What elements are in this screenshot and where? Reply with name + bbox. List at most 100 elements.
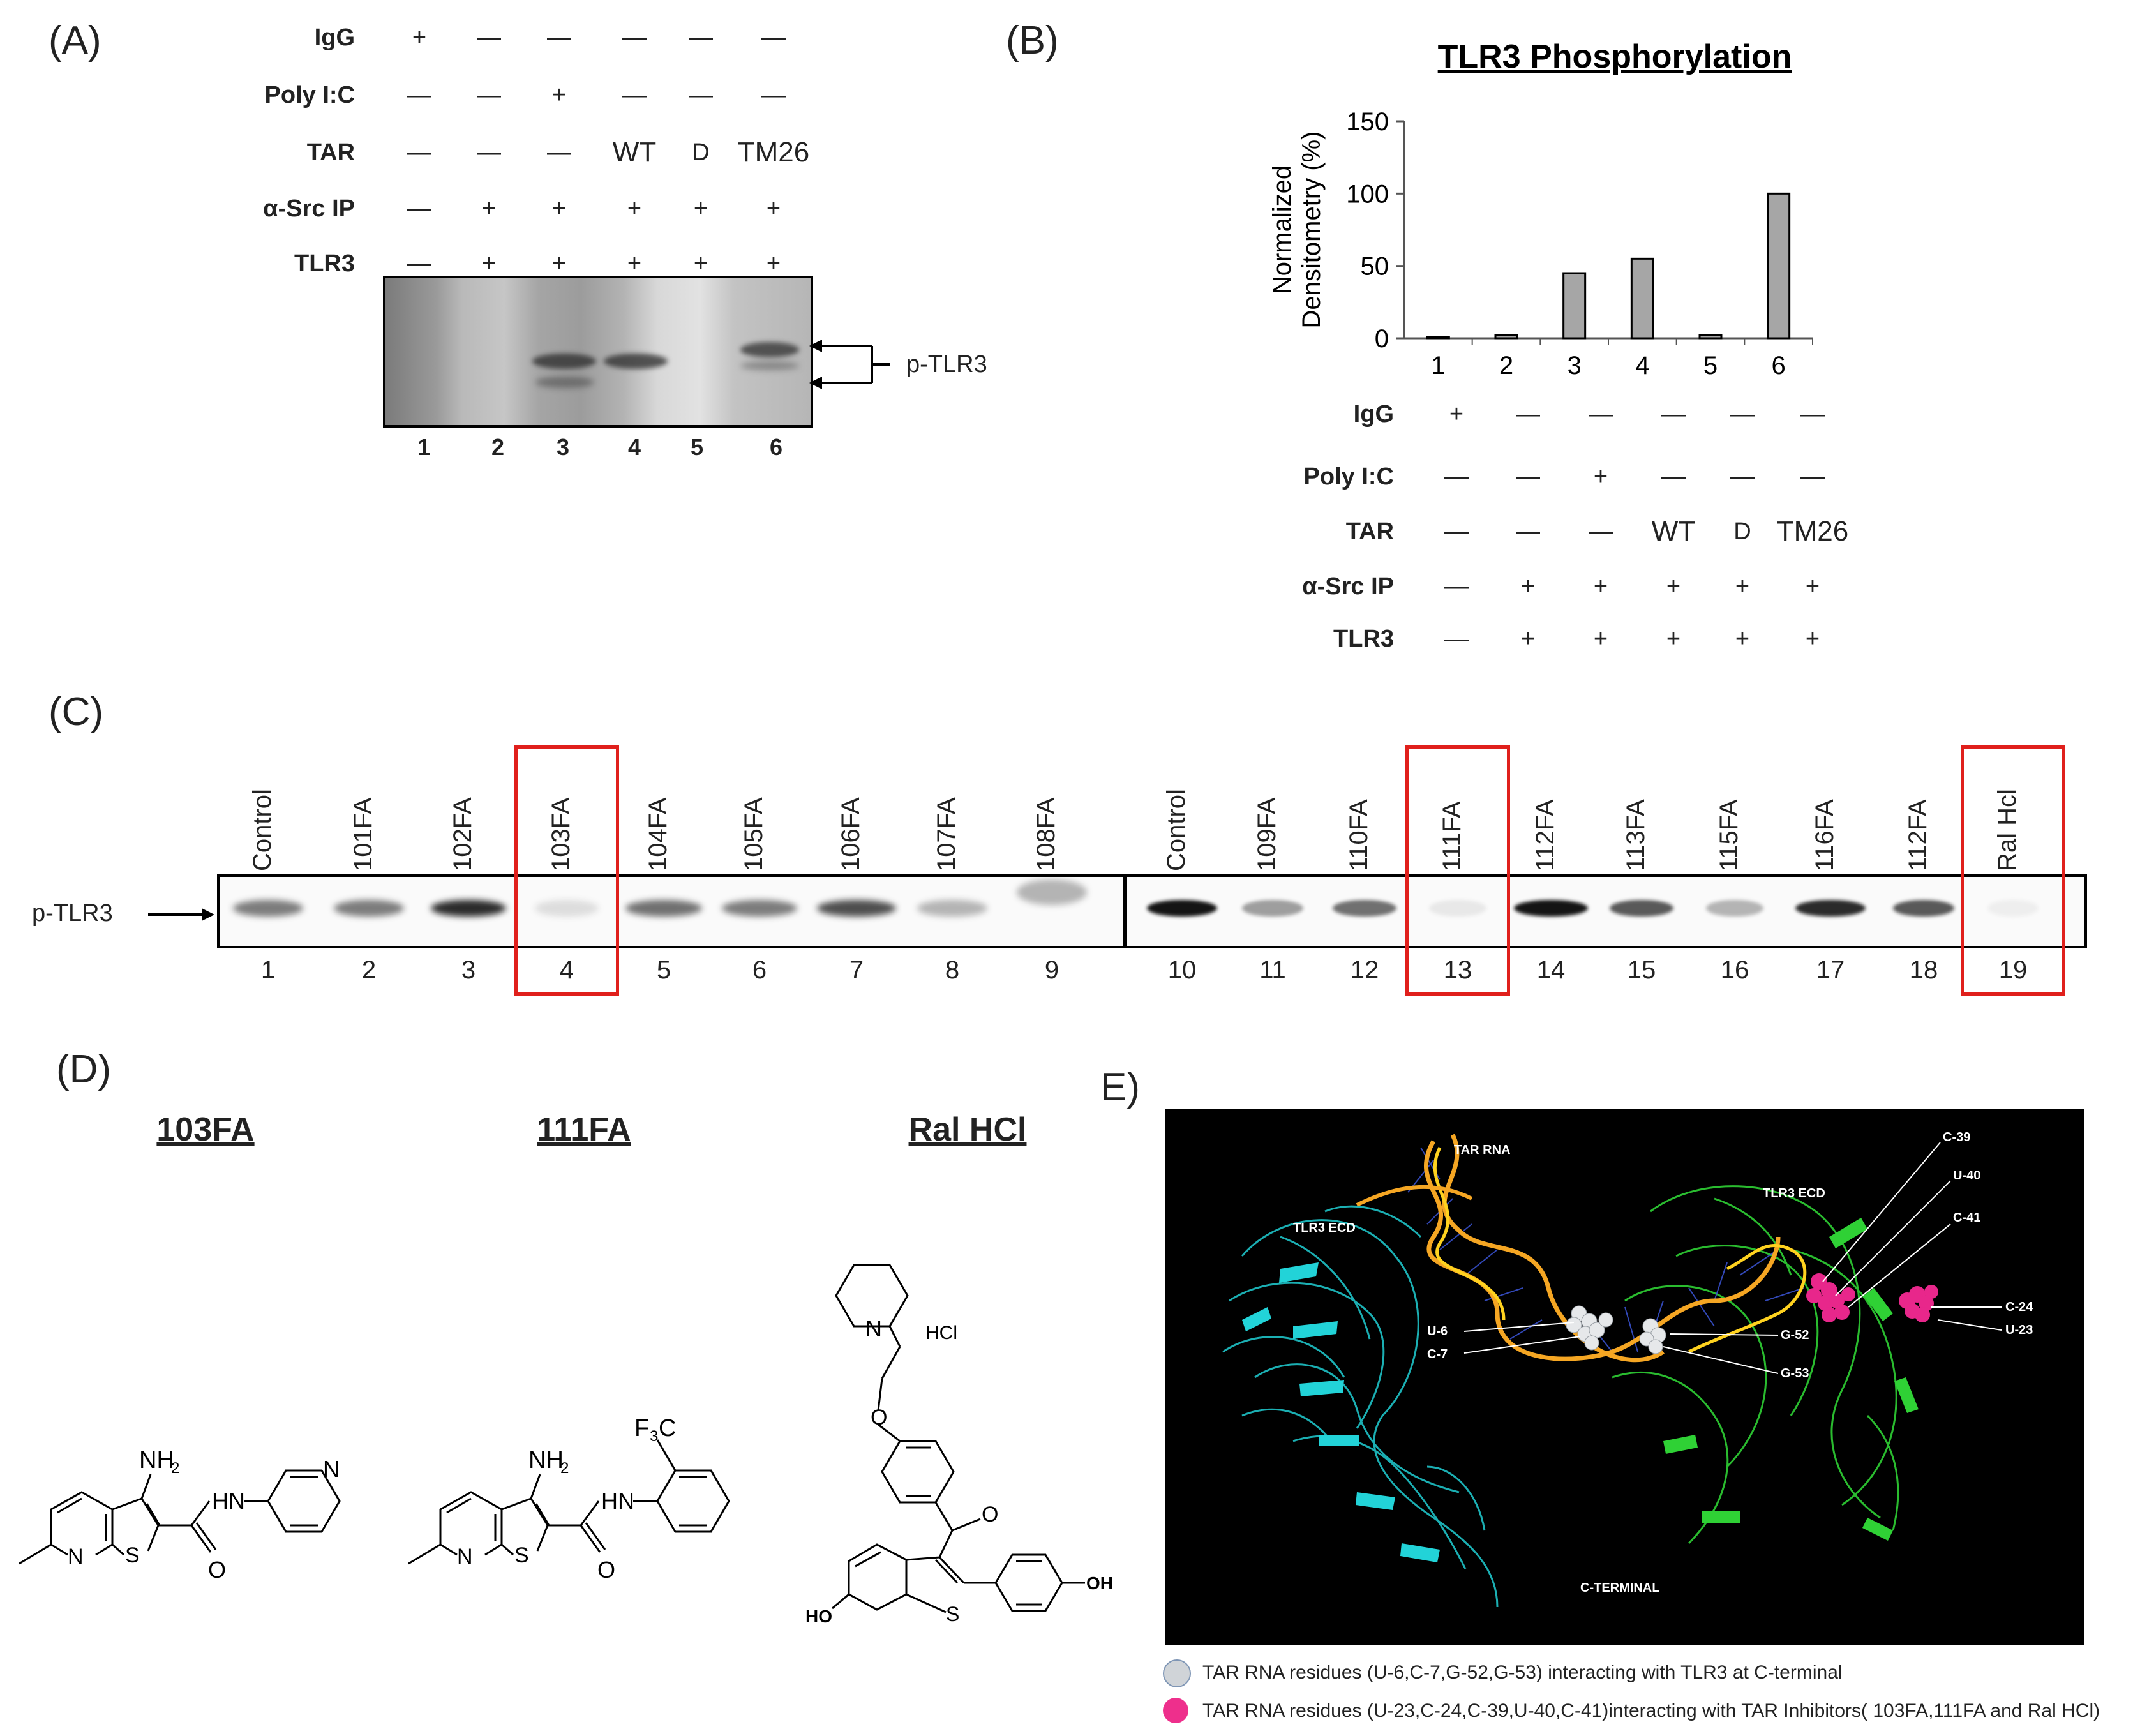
band-lane-11: [1242, 900, 1303, 917]
panel-b-cell: —: [1444, 625, 1469, 652]
y-tick-label: 50: [1361, 253, 1389, 281]
panel-c-lane-number: 7: [849, 956, 864, 984]
panel-b-cell: +: [1666, 625, 1681, 652]
panel-c-lane-number: 4: [559, 956, 574, 984]
panel-b-cell: —: [1516, 463, 1540, 490]
structure-111fa: N S NH 2 HN O F 3 C: [408, 1415, 730, 1583]
svg-text:TLR3 ECD: TLR3 ECD: [1293, 1221, 1356, 1235]
band-lane-6: [722, 900, 797, 917]
panel-c-lane-number: 9: [1044, 956, 1059, 984]
panel-b-cell: WT: [1651, 516, 1696, 547]
panel-a-cell: +: [766, 195, 781, 222]
panel-e-label: E): [1100, 1065, 1140, 1109]
x-tick-label: 5: [1703, 352, 1718, 380]
panel-a-lane-number: 4: [627, 434, 641, 460]
bar-5: [1698, 334, 1723, 340]
y-tick-label: 150: [1346, 108, 1389, 136]
sample-label: 115FA: [1715, 799, 1743, 871]
compound-title-103fa: 103FA: [156, 1111, 255, 1148]
panel-a-cell: —: [689, 24, 713, 51]
panel-b-cell: +: [1593, 573, 1608, 600]
panel-b-cell: +: [1666, 573, 1681, 600]
svg-text:TAR RNA: TAR RNA: [1454, 1143, 1511, 1157]
sample-label: 110FA: [1345, 799, 1373, 871]
band-lane-6-lower: [740, 361, 799, 370]
svg-text:U-23: U-23: [2005, 1323, 2033, 1337]
panel-a-cell: —: [477, 82, 501, 108]
panel-c-lane-number: 15: [1627, 956, 1656, 984]
svg-text:U-40: U-40: [1953, 1169, 1980, 1183]
panel-b-row-label: IgG: [1353, 401, 1394, 428]
legend-magenta-dot-icon: [1163, 1698, 1188, 1723]
panel-a-cell: —: [407, 250, 431, 277]
structure-ral-hcl: N HCl O O S HO OH: [805, 1264, 1113, 1626]
bar-3: [1562, 272, 1587, 340]
panel-b-cell: +: [1805, 573, 1820, 600]
p-tlr3-label-c: p-TLR3: [32, 900, 113, 927]
panel-a-row-label: Poly I:C: [264, 82, 355, 108]
svg-text:HN: HN: [601, 1488, 634, 1514]
svg-text:NH: NH: [139, 1447, 174, 1474]
band-lane-3: [532, 354, 596, 369]
panel-a-cell: +: [766, 250, 781, 277]
panel-b-cell: TM26: [1776, 516, 1849, 547]
x-tick-label: 2: [1499, 352, 1513, 380]
structure-103fa: N S NH 2 HN O N: [19, 1447, 341, 1583]
panel-b-row-label: Poly I:C: [1303, 463, 1394, 490]
panel-a-cell: +: [627, 195, 642, 222]
highlight-box-lane-4: [514, 745, 619, 996]
svg-text:F: F: [634, 1415, 649, 1442]
svg-text:3: 3: [650, 1428, 658, 1445]
legend-grey-dot-icon: [1163, 1659, 1191, 1687]
svg-text:NH: NH: [528, 1447, 564, 1474]
panel-b-row-label: TLR3: [1333, 625, 1394, 652]
panel-a-cell: +: [551, 195, 567, 222]
sample-label: 116FA: [1811, 799, 1839, 871]
panel-b-cell: —: [1661, 463, 1686, 490]
panel-a-row-label: α-Src IP: [263, 195, 355, 222]
band-lane-10: [1147, 900, 1217, 917]
svg-text:N: N: [457, 1545, 473, 1569]
panel-a-cell: —: [547, 139, 571, 166]
panel-c-lane-number: 5: [656, 956, 671, 984]
panel-a-cell: +: [551, 82, 567, 108]
band-lane-4: [535, 900, 599, 917]
panel-a-cell: +: [693, 250, 708, 277]
panel-a-lane-number: 1: [417, 434, 431, 460]
panel-b-cell: —: [1730, 463, 1755, 490]
svg-text:O: O: [597, 1557, 615, 1583]
panel-b-cell: D: [1733, 518, 1751, 545]
panel-b-cell: —: [1800, 401, 1825, 428]
panel-b-row-label: TAR: [1345, 518, 1394, 545]
panel-c-lane-number: 2: [361, 956, 377, 984]
svg-text:G-52: G-52: [1781, 1328, 1809, 1342]
band-lane-14: [1514, 900, 1588, 917]
svg-text:C: C: [659, 1415, 676, 1442]
panel-c-blot-2: [1125, 874, 2087, 948]
svg-text:C-7: C-7: [1427, 1347, 1448, 1361]
panel-a-cell: TM26: [737, 137, 810, 168]
band-lane-9: [1017, 879, 1087, 905]
svg-text:O: O: [982, 1502, 998, 1527]
svg-text:C-39: C-39: [1943, 1130, 1970, 1144]
panel-a-cell: —: [761, 82, 786, 108]
sample-label: 106FA: [837, 797, 865, 871]
panel-c-lane-number: 18: [1909, 956, 1938, 984]
band-lane-7: [817, 900, 896, 917]
band-lane-1: [233, 900, 303, 917]
panel-c-lane-number: 8: [945, 956, 960, 984]
panel-a-lane-number: 2: [491, 434, 505, 460]
band-lane-16: [1706, 900, 1763, 917]
svg-text:C-24: C-24: [2005, 1300, 2033, 1314]
y-tick-label: 0: [1375, 325, 1389, 353]
panel-b-cell: —: [1444, 573, 1469, 600]
panel-a-cell: —: [622, 24, 647, 51]
panel-a-blot: [383, 276, 813, 428]
band-lane-6: [740, 342, 799, 357]
svg-text:HCl: HCl: [925, 1322, 957, 1343]
panel-d-label: (D): [56, 1047, 112, 1091]
panel-c-lane-number: 6: [752, 956, 767, 984]
sample-label: Control: [248, 789, 276, 871]
panel-a-cell: D: [692, 139, 710, 166]
bar-2: [1494, 334, 1518, 340]
